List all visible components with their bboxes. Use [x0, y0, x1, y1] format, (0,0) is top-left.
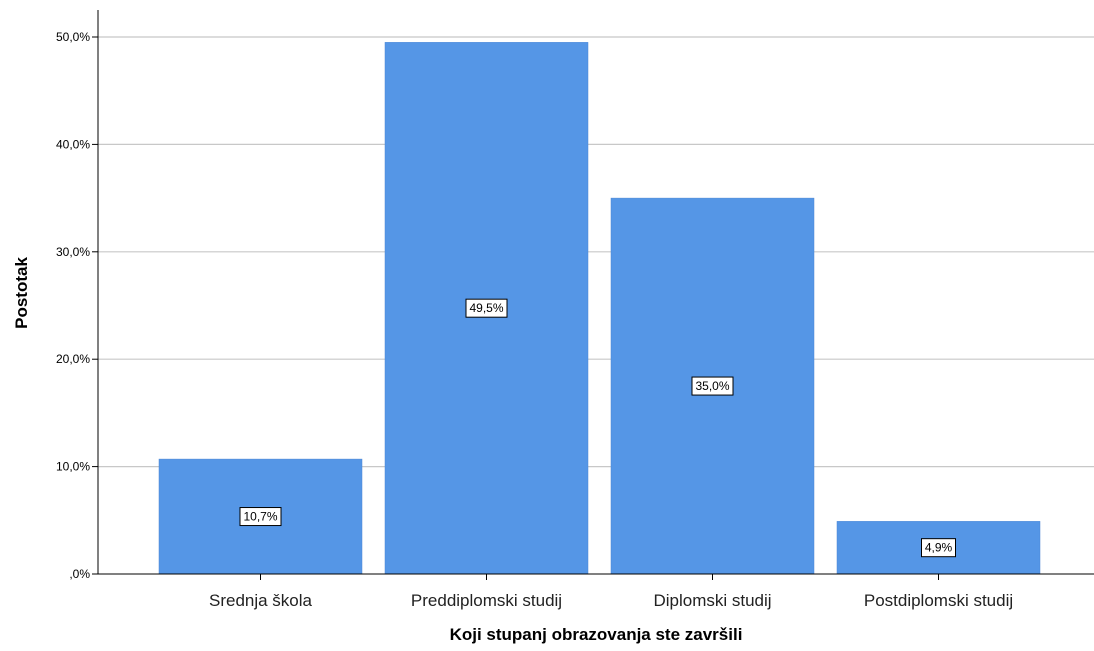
data-label-box: [921, 538, 956, 558]
x-tick-label: Postdiplomski studij: [864, 591, 1013, 610]
y-tick-label: 10,0%: [56, 460, 90, 474]
y-axis-title: Postotak: [12, 257, 31, 329]
y-tick-label: ,0%: [69, 567, 90, 581]
data-label-box: [465, 298, 508, 318]
y-tick-label: 40,0%: [56, 137, 90, 151]
data-label: 10,7%: [243, 510, 277, 524]
gridlines: [98, 36, 1094, 468]
data-label: 49,5%: [469, 301, 503, 315]
data-label-box: [691, 376, 734, 396]
x-tick-label: Preddiplomski studij: [411, 591, 562, 610]
data-label-box: [239, 507, 282, 527]
x-axis-title: Koji stupanj obrazovanja ste završili: [450, 625, 743, 644]
bars: [158, 42, 1041, 575]
x-tick-labels: Srednja škola Preddiplomski studij Diploms…: [209, 591, 1013, 610]
x-tick-label: Diplomski studij: [653, 591, 771, 610]
data-label: 35,0%: [695, 379, 729, 393]
data-label: 4,9%: [925, 541, 953, 555]
axes: [92, 10, 1094, 580]
y-tick-label: 20,0%: [56, 352, 90, 366]
y-tick-labels: ,0% 10,0% 20,0% 30,0% 40,0% 50,0%: [56, 30, 90, 581]
y-tick-label: 30,0%: [56, 245, 90, 259]
x-tick-label: Srednja škola: [209, 591, 313, 610]
data-labels: 10,7% 49,5% 35,0% 4,9%: [239, 298, 956, 558]
y-tick-label: 50,0%: [56, 30, 90, 44]
